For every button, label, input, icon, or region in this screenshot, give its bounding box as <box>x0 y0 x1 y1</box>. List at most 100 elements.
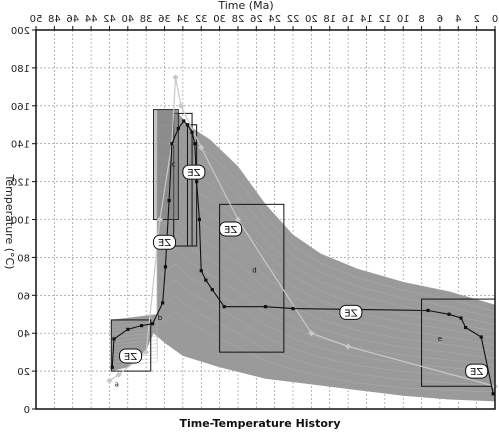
envelope-path-11 <box>111 279 496 379</box>
best-path-point-9 <box>176 126 180 131</box>
y-tick-label-9: 20 <box>17 367 30 378</box>
ze-label-text-5: ZE <box>470 367 483 378</box>
marker-label-2: c <box>172 160 176 168</box>
x-tick-label-14: 22 <box>287 14 300 25</box>
ze-label-1: ZE <box>153 234 177 250</box>
x-tick-label-12: 26 <box>250 14 263 25</box>
envelope-path-5 <box>111 186 496 339</box>
best-path-point-16 <box>199 269 203 273</box>
ze-label-text-2: ZE <box>187 168 200 179</box>
x-tick-label-7: 36 <box>158 14 171 25</box>
ze-label-text-3: ZE <box>224 225 237 236</box>
best-path-point-11 <box>185 123 190 127</box>
x-tick-label-1: 48 <box>48 14 61 25</box>
envelope-path-3 <box>111 155 496 331</box>
y-tick-label-7: 60 <box>17 291 30 302</box>
best-path-point-1 <box>112 337 116 341</box>
x-tick-label-2: 46 <box>66 14 79 25</box>
alternate-path-point-5 <box>172 74 179 81</box>
best-path-point-12 <box>190 130 194 134</box>
best-path-point-13 <box>193 142 197 146</box>
alternate-path-point-7 <box>198 144 205 151</box>
ze-label-box-2 <box>182 164 206 180</box>
ze-label-5: ZE <box>465 363 489 379</box>
y-tick-label-1: 180 <box>11 64 30 75</box>
marker-label-1: b <box>158 314 163 322</box>
x-tick-label-22: 6 <box>437 14 443 25</box>
constraint-box-1 <box>110 319 152 372</box>
y-tick-label-6: 80 <box>17 253 30 264</box>
x-tick-label-16: 18 <box>323 14 336 25</box>
x-tick-label-13: 24 <box>268 14 281 25</box>
best-path-point-10 <box>182 119 186 123</box>
envelope-path-1 <box>111 124 496 324</box>
alternate-path-point-6 <box>178 102 185 109</box>
best-path-point-3 <box>139 324 144 328</box>
y-axis-title: Temperature (°C) <box>3 174 16 270</box>
ze-label-box-1 <box>153 234 177 250</box>
envelope-path-4 <box>111 171 496 335</box>
x-tick-label-25: 0 <box>492 14 498 25</box>
best-path-point-4 <box>150 322 155 326</box>
y-tick-label-10: 0 <box>24 405 30 416</box>
x-tick-label-17: 16 <box>342 14 355 25</box>
best-path-point-25 <box>464 325 468 330</box>
x-tick-label-0: 50 <box>30 14 43 25</box>
alternate-path-point-1 <box>115 371 122 378</box>
best-path-point-2 <box>126 327 130 332</box>
best-path-point-18 <box>210 288 214 292</box>
alternate-path-point-3 <box>156 216 163 223</box>
best-path-point-5 <box>161 301 165 305</box>
x-tick-label-8: 34 <box>177 14 190 25</box>
y-tick-label-8: 40 <box>17 329 30 340</box>
ze-label-3: ZE <box>219 221 243 237</box>
best-path-point-26 <box>479 335 483 339</box>
ze-label-text-1: ZE <box>158 238 171 249</box>
best-path-point-0 <box>110 365 114 369</box>
x-tick-label-19: 12 <box>378 14 391 25</box>
best-path-point-14 <box>195 180 199 184</box>
x-tick-label-4: 42 <box>103 14 116 25</box>
ze-label-box-0 <box>119 348 143 364</box>
envelope-region <box>111 109 496 402</box>
x-tick-label-21: 8 <box>418 14 424 25</box>
y-tick-label-5: 100 <box>11 216 30 227</box>
x-tick-label-5: 40 <box>121 14 134 25</box>
envelope-path-2 <box>111 140 496 328</box>
constraint-box-shade <box>153 109 179 220</box>
envelope-path-10 <box>111 264 496 372</box>
x-axis-ticks: 50 48 46 44 42 40 38 36 34 32 30 28 26 24 22 20 18 16 14 12… <box>30 14 498 30</box>
constraint-box-5 <box>219 203 285 353</box>
best-path-line <box>111 120 494 394</box>
alternate-path-point-8 <box>234 216 241 223</box>
envelope-path-7 <box>111 217 496 352</box>
constraint-box-2 <box>153 109 179 220</box>
x-tick-label-6: 38 <box>140 14 153 25</box>
marker-label-3: d <box>252 267 256 275</box>
best-fit-path <box>110 119 495 396</box>
best-path-point-27 <box>491 392 495 396</box>
y-tick-label-3: 140 <box>11 140 30 151</box>
best-path-point-22 <box>426 308 430 313</box>
best-path-point-15 <box>197 217 202 222</box>
ze-label-0: ZE <box>119 348 143 364</box>
ze-label-box-5 <box>465 363 489 379</box>
chart-title: Time-Temperature History <box>179 417 340 430</box>
y-tick-label-4: 120 <box>11 178 30 189</box>
best-path-point-20 <box>263 305 268 309</box>
ze-label-2: ZE <box>182 164 206 180</box>
alternate-path-point-2 <box>143 349 150 356</box>
x-tick-label-10: 30 <box>213 14 226 25</box>
x-tick-label-18: 14 <box>360 14 373 25</box>
alternate-path-point-9 <box>308 330 315 337</box>
envelope-path-9 <box>111 248 496 366</box>
y-tick-label-2: 160 <box>11 102 30 113</box>
x-tick-label-24: 2 <box>473 14 479 25</box>
ze-label-4: ZE <box>339 304 363 320</box>
alternate-path-point-0 <box>106 377 113 384</box>
marker-label-0: a <box>115 380 119 388</box>
alternate-path-point-10 <box>345 343 352 350</box>
best-path-point-6 <box>163 265 168 269</box>
best-path-point-24 <box>459 316 463 320</box>
